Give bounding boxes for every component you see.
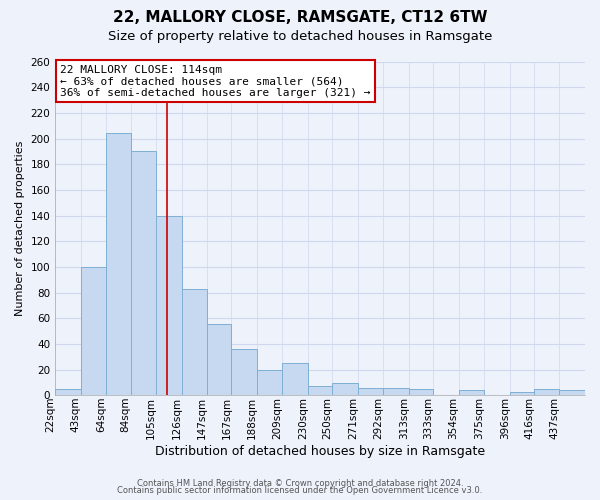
Bar <box>232 349 257 396</box>
Bar <box>458 390 484 396</box>
Bar <box>283 364 308 396</box>
Text: 22 MALLORY CLOSE: 114sqm
← 63% of detached houses are smaller (564)
36% of semi-: 22 MALLORY CLOSE: 114sqm ← 63% of detach… <box>61 65 371 98</box>
Bar <box>409 389 433 396</box>
Text: 22, MALLORY CLOSE, RAMSGATE, CT12 6TW: 22, MALLORY CLOSE, RAMSGATE, CT12 6TW <box>113 10 487 25</box>
Bar <box>509 392 534 396</box>
Bar <box>55 389 80 396</box>
Bar <box>358 388 383 396</box>
Bar <box>534 389 559 396</box>
Bar <box>308 386 332 396</box>
Bar <box>182 289 207 396</box>
Bar <box>257 370 283 396</box>
Bar <box>80 267 106 396</box>
Text: Contains public sector information licensed under the Open Government Licence v3: Contains public sector information licen… <box>118 486 482 495</box>
Bar <box>156 216 182 396</box>
Bar <box>131 152 156 396</box>
Text: Size of property relative to detached houses in Ramsgate: Size of property relative to detached ho… <box>108 30 492 43</box>
Bar <box>559 390 585 396</box>
Bar <box>106 134 131 396</box>
Y-axis label: Number of detached properties: Number of detached properties <box>15 141 25 316</box>
Text: Contains HM Land Registry data © Crown copyright and database right 2024.: Contains HM Land Registry data © Crown c… <box>137 478 463 488</box>
X-axis label: Distribution of detached houses by size in Ramsgate: Distribution of detached houses by size … <box>155 444 485 458</box>
Bar <box>207 324 232 396</box>
Bar <box>332 382 358 396</box>
Bar <box>383 388 409 396</box>
